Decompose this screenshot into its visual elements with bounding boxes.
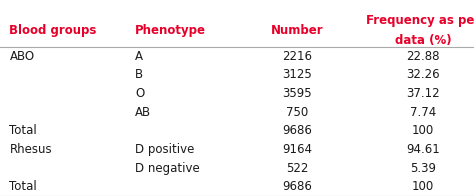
Text: 22.88: 22.88: [406, 50, 440, 63]
Text: data (%): data (%): [395, 34, 451, 47]
Text: O: O: [135, 87, 145, 100]
Text: AB: AB: [135, 106, 151, 119]
Text: Phenotype: Phenotype: [135, 24, 206, 37]
Text: 100: 100: [412, 124, 434, 137]
Text: 3595: 3595: [283, 87, 312, 100]
Text: 9686: 9686: [283, 124, 312, 137]
Text: 94.61: 94.61: [406, 143, 440, 156]
Text: 9164: 9164: [283, 143, 312, 156]
Text: 3125: 3125: [283, 68, 312, 82]
Text: B: B: [135, 68, 143, 82]
Text: 5.39: 5.39: [410, 162, 436, 175]
Text: D negative: D negative: [135, 162, 200, 175]
Text: Rhesus: Rhesus: [9, 143, 52, 156]
Text: Number: Number: [271, 24, 324, 37]
Text: ABO: ABO: [9, 50, 35, 63]
Text: D positive: D positive: [135, 143, 194, 156]
Text: 522: 522: [286, 162, 309, 175]
Text: 9686: 9686: [283, 180, 312, 193]
Text: A: A: [135, 50, 143, 63]
Text: 37.12: 37.12: [406, 87, 440, 100]
Text: Frequency as per: Frequency as per: [366, 14, 474, 27]
Text: 750: 750: [286, 106, 309, 119]
Text: 7.74: 7.74: [410, 106, 436, 119]
Text: Blood groups: Blood groups: [9, 24, 97, 37]
Text: 100: 100: [412, 180, 434, 193]
Text: 2216: 2216: [283, 50, 312, 63]
Text: Total: Total: [9, 180, 37, 193]
Text: 32.26: 32.26: [406, 68, 440, 82]
Text: Total: Total: [9, 124, 37, 137]
